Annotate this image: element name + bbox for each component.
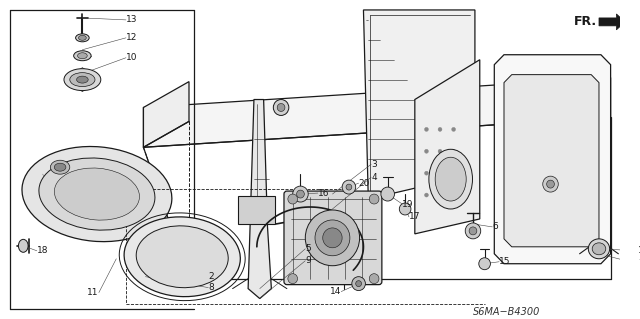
Ellipse shape bbox=[39, 158, 155, 230]
Text: FR.: FR. bbox=[574, 15, 597, 28]
FancyBboxPatch shape bbox=[239, 196, 275, 224]
Circle shape bbox=[399, 203, 411, 215]
Text: 8: 8 bbox=[209, 283, 214, 292]
Text: 20: 20 bbox=[358, 179, 370, 188]
Circle shape bbox=[438, 149, 442, 153]
Text: 2: 2 bbox=[209, 272, 214, 281]
Circle shape bbox=[323, 228, 342, 248]
Ellipse shape bbox=[77, 76, 88, 83]
Polygon shape bbox=[494, 55, 611, 264]
Circle shape bbox=[352, 277, 365, 291]
Circle shape bbox=[315, 220, 350, 256]
Text: 17: 17 bbox=[409, 212, 420, 221]
Text: 16: 16 bbox=[318, 189, 330, 197]
Circle shape bbox=[381, 187, 394, 201]
Text: 11: 11 bbox=[88, 288, 99, 297]
Text: 10: 10 bbox=[126, 53, 138, 62]
Ellipse shape bbox=[588, 239, 610, 259]
Polygon shape bbox=[415, 60, 480, 234]
Ellipse shape bbox=[22, 146, 172, 241]
Ellipse shape bbox=[70, 73, 95, 86]
Ellipse shape bbox=[77, 53, 87, 59]
Circle shape bbox=[346, 184, 352, 190]
Circle shape bbox=[424, 149, 428, 153]
Circle shape bbox=[438, 193, 442, 197]
Circle shape bbox=[356, 281, 362, 286]
Text: 1: 1 bbox=[637, 246, 640, 255]
Circle shape bbox=[292, 186, 308, 202]
Ellipse shape bbox=[136, 226, 228, 288]
Ellipse shape bbox=[277, 103, 285, 111]
Circle shape bbox=[342, 180, 356, 194]
Circle shape bbox=[438, 127, 442, 131]
Circle shape bbox=[424, 171, 428, 175]
Ellipse shape bbox=[64, 69, 100, 91]
Circle shape bbox=[452, 171, 456, 175]
Polygon shape bbox=[504, 75, 599, 247]
Circle shape bbox=[305, 210, 360, 266]
Text: S6MA−B4300: S6MA−B4300 bbox=[473, 307, 540, 316]
Circle shape bbox=[424, 193, 428, 197]
Polygon shape bbox=[248, 100, 271, 299]
Ellipse shape bbox=[124, 217, 241, 297]
Circle shape bbox=[452, 149, 456, 153]
Circle shape bbox=[452, 127, 456, 131]
Circle shape bbox=[424, 127, 428, 131]
Polygon shape bbox=[143, 82, 189, 147]
Ellipse shape bbox=[19, 239, 28, 252]
Circle shape bbox=[543, 176, 558, 192]
Ellipse shape bbox=[76, 34, 89, 42]
Ellipse shape bbox=[54, 168, 140, 220]
Text: 12: 12 bbox=[126, 33, 138, 42]
Circle shape bbox=[288, 194, 298, 204]
Circle shape bbox=[479, 258, 490, 270]
Ellipse shape bbox=[54, 163, 66, 171]
Ellipse shape bbox=[273, 100, 289, 115]
Circle shape bbox=[547, 180, 554, 188]
Circle shape bbox=[296, 190, 305, 198]
Ellipse shape bbox=[79, 35, 86, 40]
Ellipse shape bbox=[429, 149, 472, 209]
Circle shape bbox=[469, 227, 477, 235]
Text: 3: 3 bbox=[371, 160, 377, 169]
Text: 6: 6 bbox=[492, 222, 498, 231]
Text: 18: 18 bbox=[37, 246, 49, 255]
Text: 4: 4 bbox=[371, 173, 377, 182]
Text: 13: 13 bbox=[126, 15, 138, 25]
Text: 5: 5 bbox=[305, 244, 311, 253]
Ellipse shape bbox=[592, 243, 606, 255]
Circle shape bbox=[438, 171, 442, 175]
Ellipse shape bbox=[74, 51, 91, 61]
Text: 19: 19 bbox=[402, 199, 413, 209]
Circle shape bbox=[452, 193, 456, 197]
Polygon shape bbox=[599, 14, 625, 30]
Text: 9: 9 bbox=[305, 256, 311, 265]
FancyBboxPatch shape bbox=[284, 191, 382, 285]
Ellipse shape bbox=[51, 160, 70, 174]
Circle shape bbox=[288, 274, 298, 284]
Polygon shape bbox=[143, 78, 611, 147]
Circle shape bbox=[369, 194, 379, 204]
Text: 7: 7 bbox=[637, 259, 640, 268]
Ellipse shape bbox=[435, 157, 466, 201]
Polygon shape bbox=[364, 10, 475, 199]
Circle shape bbox=[369, 274, 379, 284]
Text: 15: 15 bbox=[499, 257, 511, 266]
Text: 14: 14 bbox=[330, 287, 341, 296]
Circle shape bbox=[465, 223, 481, 239]
